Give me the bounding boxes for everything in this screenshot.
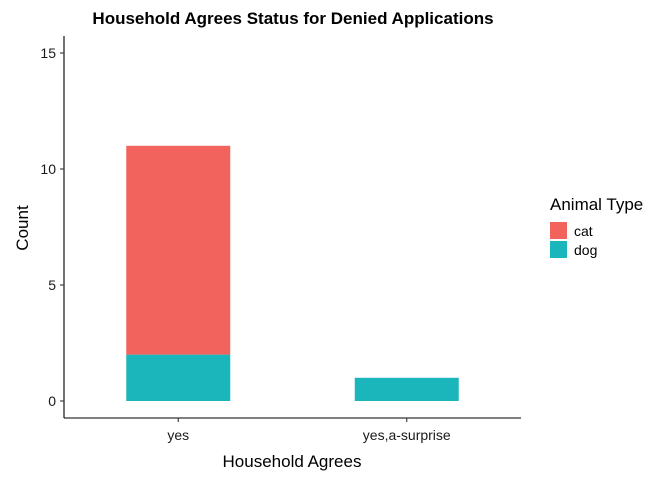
y-tick-label-5: 5: [48, 277, 56, 293]
y-axis: 0 5 10 15: [40, 45, 64, 409]
y-tick-label-10: 10: [40, 161, 56, 177]
bar-cat-0: [126, 145, 231, 355]
legend-label-cat: cat: [574, 223, 593, 239]
legend-key-dog: [550, 241, 567, 258]
x-axis: yes yes,a-surprise: [167, 418, 451, 443]
bar-dog-1: [354, 377, 459, 401]
y-tick-label-15: 15: [40, 45, 56, 61]
y-tick-label-0: 0: [48, 393, 56, 409]
legend: Animal Type cat dog: [550, 195, 643, 258]
x-axis-title: Household Agrees: [223, 452, 362, 471]
bar-dog-0: [126, 354, 231, 401]
bars-layer: [126, 145, 459, 401]
legend-key-cat: [550, 222, 567, 239]
legend-label-dog: dog: [574, 242, 597, 258]
y-axis-title: Count: [13, 205, 32, 251]
x-tick-label-1: yes,a-surprise: [363, 427, 451, 443]
chart-title: Household Agrees Status for Denied Appli…: [92, 9, 493, 28]
legend-title: Animal Type: [550, 195, 643, 214]
x-tick-label-0: yes: [167, 427, 189, 443]
